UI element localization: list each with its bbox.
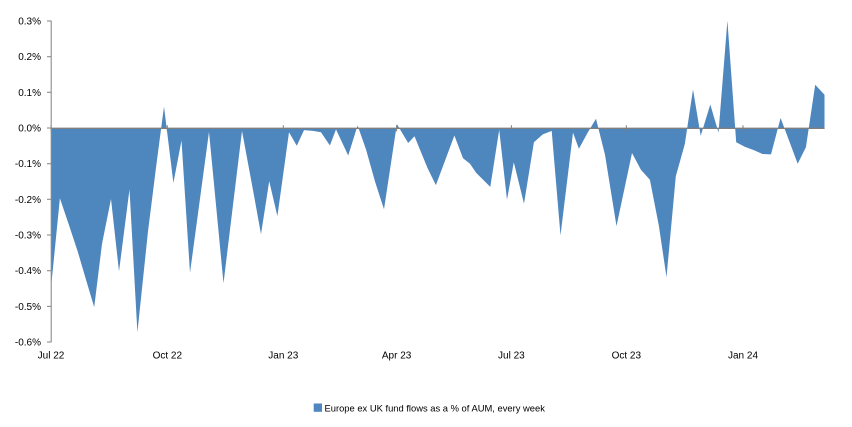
svg-text:0.0%: 0.0% — [18, 124, 41, 135]
svg-text:-0.3%: -0.3% — [15, 231, 41, 242]
svg-text:Oct 23: Oct 23 — [612, 351, 642, 362]
svg-text:Jul 22: Jul 22 — [38, 351, 65, 362]
svg-text:-0.4%: -0.4% — [15, 266, 41, 277]
svg-text:-0.1%: -0.1% — [15, 159, 41, 170]
svg-text:0.2%: 0.2% — [18, 52, 41, 63]
svg-text:Jul 23: Jul 23 — [498, 351, 525, 362]
svg-text:-0.2%: -0.2% — [15, 195, 41, 206]
svg-text:Apr 23: Apr 23 — [382, 351, 412, 362]
svg-text:0.3%: 0.3% — [18, 17, 41, 28]
svg-text:0.1%: 0.1% — [18, 88, 41, 99]
svg-text:Europe ex UK fund flows as a %: Europe ex UK fund flows as a % of AUM, e… — [325, 402, 546, 413]
svg-text:Jan 23: Jan 23 — [268, 351, 298, 362]
svg-text:-0.5%: -0.5% — [15, 302, 41, 313]
svg-text:Oct 22: Oct 22 — [153, 351, 183, 362]
svg-text:Jan 24: Jan 24 — [728, 351, 758, 362]
svg-text:-0.6%: -0.6% — [15, 338, 41, 349]
